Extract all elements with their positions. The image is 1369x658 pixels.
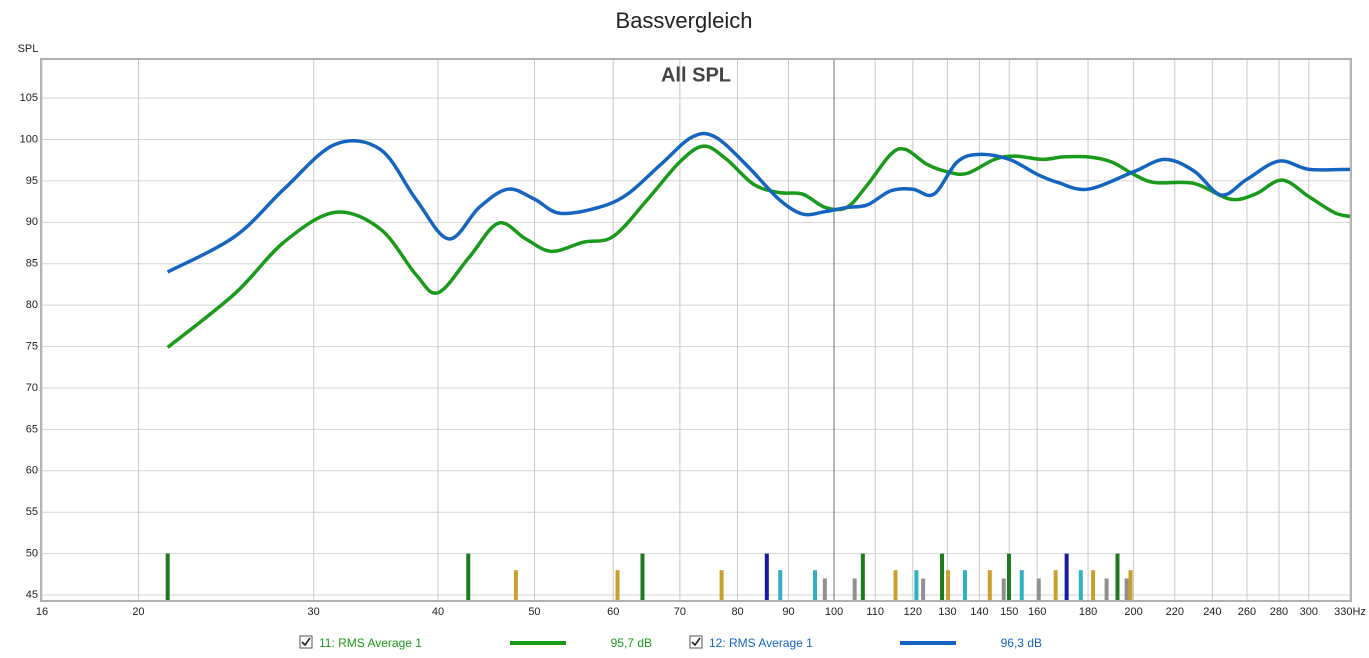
- marker-bar: [921, 578, 926, 600]
- y-tick-label: 75: [26, 340, 38, 352]
- x-tick-label: 100: [825, 606, 843, 618]
- marker-bar: [860, 553, 865, 600]
- x-tick-label: 220: [1166, 606, 1184, 618]
- y-tick-label: 80: [26, 299, 38, 311]
- x-tick-label: 120: [904, 606, 922, 618]
- marker-bar: [1128, 570, 1133, 600]
- marker-bar: [1019, 570, 1024, 600]
- marker-bar: [615, 570, 620, 600]
- marker-bar: [466, 553, 471, 600]
- y-tick-label: 85: [26, 258, 38, 270]
- y-tick-label: 90: [26, 216, 38, 228]
- x-tick-label: 20: [132, 606, 144, 618]
- y-tick-label: 100: [20, 133, 38, 145]
- y-tick-label: 45: [26, 589, 38, 601]
- x-tick-label: 150: [1000, 606, 1018, 618]
- marker-bar: [1001, 578, 1006, 600]
- marker-bar: [1104, 578, 1109, 600]
- marker-bar: [1036, 578, 1041, 600]
- x-tick-label: 330Hz: [1334, 606, 1366, 618]
- x-tick-label: 260: [1238, 606, 1256, 618]
- y-axis-label: SPL: [18, 43, 39, 55]
- x-tick-label: 200: [1124, 606, 1142, 618]
- legend-label: 11: RMS Average 1: [319, 636, 422, 650]
- marker-bar: [893, 570, 898, 600]
- marker-bar: [513, 570, 518, 600]
- marker-bar: [719, 570, 724, 600]
- x-tick-label: 140: [970, 606, 988, 618]
- x-tick-label: 70: [674, 606, 686, 618]
- marker-bar: [1115, 553, 1120, 600]
- plot-area: [40, 58, 1352, 602]
- marker-bar: [165, 553, 170, 600]
- chart-subtitle: All SPL: [661, 64, 731, 86]
- chart-title: Bassvergleich: [616, 8, 753, 33]
- checkmark: [691, 637, 701, 647]
- x-tick-label: 160: [1028, 606, 1046, 618]
- legend-checkbox[interactable]: [299, 635, 313, 649]
- marker-bar: [946, 570, 951, 600]
- x-tick-label: 50: [528, 606, 540, 618]
- marker-bar: [640, 553, 645, 600]
- marker-bar: [914, 570, 919, 600]
- y-tick-label: 70: [26, 382, 38, 394]
- x-tick-label: 180: [1079, 606, 1097, 618]
- marker-bar: [1078, 570, 1083, 600]
- checkmark: [301, 637, 311, 647]
- marker-bar: [987, 570, 992, 600]
- x-tick-label: 40: [432, 606, 444, 618]
- y-tick-label: 55: [26, 506, 38, 518]
- x-tick-label: 130: [938, 606, 956, 618]
- x-tick-label: 60: [607, 606, 619, 618]
- y-tick-label: 50: [26, 548, 38, 560]
- marker-bar: [1053, 570, 1058, 600]
- y-tick-label: 65: [26, 423, 38, 435]
- marker-bar: [778, 570, 783, 600]
- legend-item: 11: RMS Average 1 95,7 dB: [299, 635, 652, 650]
- legend-label: 12: RMS Average 1: [709, 636, 813, 650]
- line-series: [166, 131, 1351, 274]
- y-tick-label: 95: [26, 175, 38, 187]
- x-tick-label: 240: [1203, 606, 1221, 618]
- marker-bar: [1064, 553, 1069, 600]
- legend-checkbox[interactable]: [689, 635, 703, 649]
- x-tick-label: 110: [866, 606, 884, 618]
- marker-bar: [813, 570, 818, 600]
- x-tick-label: 300: [1300, 606, 1318, 618]
- marker-bar: [1091, 570, 1096, 600]
- x-tick-label: 30: [308, 606, 320, 618]
- legend-item: 12: RMS Average 1 96,3 dB: [689, 635, 1042, 650]
- marker-bar: [852, 578, 857, 600]
- marker-bar: [764, 553, 769, 600]
- y-tick-label: 60: [26, 465, 38, 477]
- x-tick-label: 280: [1270, 606, 1288, 618]
- marker-bar: [1006, 553, 1011, 600]
- marker-bar: [822, 578, 827, 600]
- y-tick-label: 105: [20, 92, 38, 104]
- x-tick-label: 80: [731, 606, 743, 618]
- marker-bar: [1124, 578, 1129, 600]
- marker-bar: [940, 553, 945, 600]
- x-tick-label: 16: [36, 606, 48, 618]
- legend-level: 96,3 dB: [1001, 636, 1042, 650]
- marker-bar: [962, 570, 967, 600]
- legend-level: 95,7 dB: [611, 636, 652, 650]
- x-tick-label: 90: [782, 606, 794, 618]
